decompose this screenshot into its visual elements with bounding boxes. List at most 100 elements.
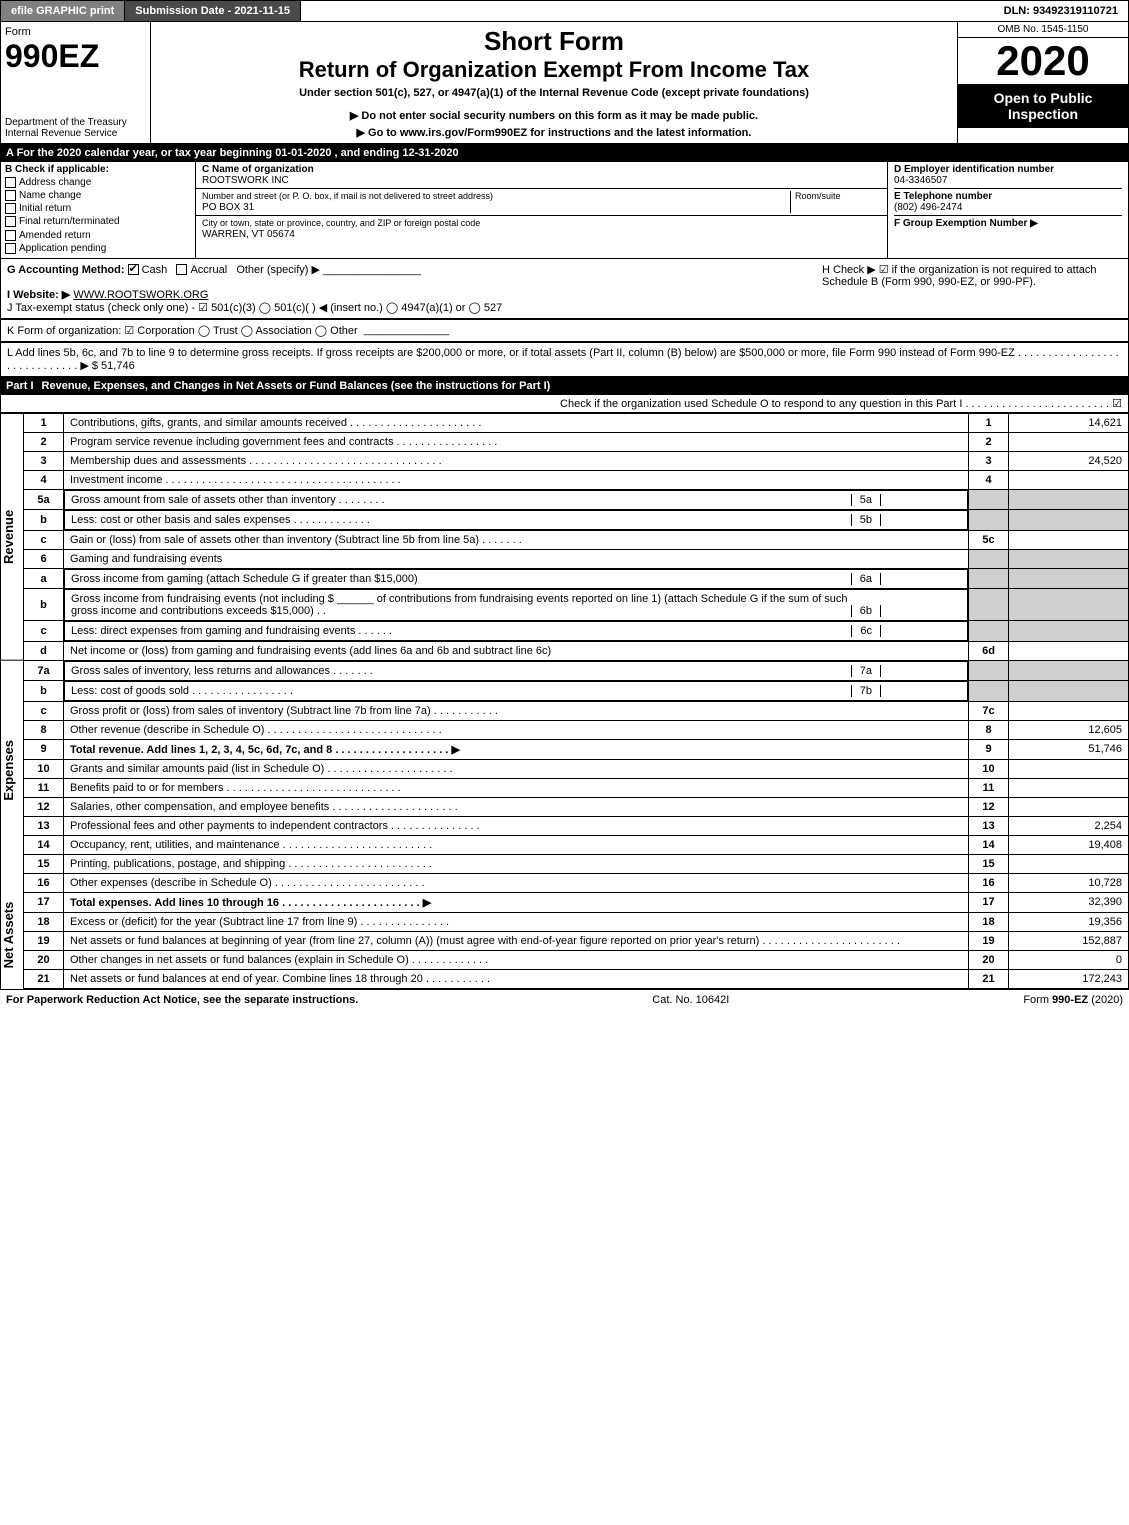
part1-label: Part I: [6, 380, 42, 392]
section-l: L Add lines 5b, 6c, and 7b to line 9 to …: [0, 342, 1129, 377]
line-9: 9Total revenue. Add lines 1, 2, 3, 4, 5c…: [24, 739, 1129, 759]
line-16: 16Other expenses (describe in Schedule O…: [24, 873, 1129, 892]
chk-accrual[interactable]: [176, 264, 187, 275]
part1-body: Revenue Expenses Net Assets 1Contributio…: [0, 413, 1129, 989]
line-12: 12Salaries, other compensation, and empl…: [24, 797, 1129, 816]
line-7b: bLess: cost of goods sold . . . . . . . …: [24, 681, 1129, 702]
city: WARREN, VT 05674: [202, 229, 295, 240]
chk-application-pending[interactable]: Application pending: [5, 243, 191, 254]
g-other: Other (specify) ▶: [236, 264, 320, 276]
line-3: 3Membership dues and assessments . . . .…: [24, 451, 1129, 470]
j-tax-exempt: J Tax-exempt status (check only one) - ☑…: [7, 302, 502, 314]
website-label: I Website: ▶: [7, 289, 70, 301]
street-label: Number and street (or P. O. box, if mail…: [202, 191, 493, 201]
form-label: Form: [5, 26, 146, 38]
g-accounting: G Accounting Method: Cash Accrual Other …: [7, 263, 822, 314]
header-right: OMB No. 1545-1150 2020 Open to Public In…: [958, 22, 1128, 143]
line-2: 2Program service revenue including gover…: [24, 432, 1129, 451]
h-check: H Check ▶ ☑ if the organization is not r…: [822, 263, 1122, 314]
c-name-label: C Name of organization: [202, 164, 314, 175]
tel-value: (802) 496-2474: [894, 202, 962, 213]
side-expenses: Expenses: [1, 660, 23, 880]
line-4: 4Investment income . . . . . . . . . . .…: [24, 470, 1129, 489]
org-name-row: C Name of organization ROOTSWORK INC: [196, 162, 887, 189]
section-bcdef: B Check if applicable: Address change Na…: [0, 162, 1129, 259]
section-gh: G Accounting Method: Cash Accrual Other …: [0, 259, 1129, 319]
org-name: ROOTSWORK INC: [202, 175, 289, 186]
part1-check: Check if the organization used Schedule …: [0, 395, 1129, 413]
line-15: 15Printing, publications, postage, and s…: [24, 854, 1129, 873]
line-11: 11Benefits paid to or for members . . . …: [24, 778, 1129, 797]
ssn-note: ▶ Do not enter social security numbers o…: [155, 109, 953, 122]
tax-year: 2020: [958, 38, 1128, 84]
chk-amended-return[interactable]: Amended return: [5, 230, 191, 241]
line-6a: aGross income from gaming (attach Schedu…: [24, 568, 1129, 589]
line-13: 13Professional fees and other payments t…: [24, 816, 1129, 835]
line-8: 8Other revenue (describe in Schedule O) …: [24, 720, 1129, 739]
omb-number: OMB No. 1545-1150: [958, 22, 1128, 38]
section-a-tax-year: A For the 2020 calendar year, or tax yea…: [0, 144, 1129, 162]
line-6c: cLess: direct expenses from gaming and f…: [24, 621, 1129, 642]
open-to-public: Open to Public Inspection: [958, 84, 1128, 128]
section-b: B Check if applicable: Address change Na…: [1, 162, 196, 258]
form-title: Return of Organization Exempt From Incom…: [155, 57, 953, 83]
chk-name-change[interactable]: Name change: [5, 190, 191, 201]
ein-label: D Employer identification number: [894, 164, 1122, 175]
city-label: City or town, state or province, country…: [202, 218, 480, 228]
chk-final-return[interactable]: Final return/terminated: [5, 216, 191, 227]
l-gross-receipts: L Add lines 5b, 6c, and 7b to line 9 to …: [7, 347, 1122, 372]
line-18: 18Excess or (deficit) for the year (Subt…: [24, 912, 1129, 931]
form-subtitle: Under section 501(c), 527, or 4947(a)(1)…: [155, 87, 953, 99]
line-6b: bGross income from fundraising events (n…: [24, 589, 1129, 621]
street-row: Number and street (or P. O. box, if mail…: [196, 189, 887, 216]
lines-table: 1Contributions, gifts, grants, and simil…: [23, 413, 1129, 989]
form-number: 990EZ: [5, 38, 146, 75]
side-labels: Revenue Expenses Net Assets: [0, 413, 23, 989]
short-form-title: Short Form: [155, 26, 953, 57]
line-7a: 7aGross sales of inventory, less returns…: [24, 660, 1129, 681]
side-net-assets: Net Assets: [1, 880, 23, 989]
part1-header: Part I Revenue, Expenses, and Changes in…: [0, 377, 1129, 395]
chk-initial-return[interactable]: Initial return: [5, 203, 191, 214]
website-value[interactable]: WWW.ROOTSWORK.ORG: [73, 289, 208, 301]
part1-title: Revenue, Expenses, and Changes in Net As…: [42, 380, 551, 392]
efile-print-button[interactable]: efile GRAPHIC print: [1, 1, 125, 21]
line-19: 19Net assets or fund balances at beginni…: [24, 931, 1129, 950]
instructions-link[interactable]: ▶ Go to www.irs.gov/Form990EZ for instru…: [155, 126, 953, 139]
line-5c: cGain or (loss) from sale of assets othe…: [24, 530, 1129, 549]
chk-cash[interactable]: [128, 264, 139, 275]
dln-label: DLN: 93492319110721: [994, 1, 1128, 21]
k-form-of-org: K Form of organization: ☑ Corporation ◯ …: [7, 324, 358, 337]
page-footer: For Paperwork Reduction Act Notice, see …: [0, 989, 1129, 1010]
line-10: 10Grants and similar amounts paid (list …: [24, 759, 1129, 778]
room-label: Room/suite: [795, 191, 841, 201]
department: Department of the Treasury Internal Reve…: [5, 117, 146, 139]
line-20: 20Other changes in net assets or fund ba…: [24, 950, 1129, 969]
line-6d: dNet income or (loss) from gaming and fu…: [24, 641, 1129, 660]
submission-date-button[interactable]: Submission Date - 2021-11-15: [125, 1, 301, 21]
line-1: 1Contributions, gifts, grants, and simil…: [24, 413, 1129, 432]
footer-mid: Cat. No. 10642I: [652, 994, 729, 1006]
ein-value: 04-3346507: [894, 175, 1122, 186]
group-exemption-label: F Group Exemption Number ▶: [894, 218, 1038, 229]
header-center: Short Form Return of Organization Exempt…: [151, 22, 958, 143]
line-21: 21Net assets or fund balances at end of …: [24, 969, 1129, 988]
section-def: D Employer identification number 04-3346…: [888, 162, 1128, 258]
b-label: B Check if applicable:: [5, 164, 109, 175]
section-k: K Form of organization: ☑ Corporation ◯ …: [0, 319, 1129, 342]
header-left: Form 990EZ Department of the Treasury In…: [1, 22, 151, 143]
tel-label: E Telephone number: [894, 191, 992, 202]
topbar: efile GRAPHIC print Submission Date - 20…: [0, 0, 1129, 22]
line-6: 6Gaming and fundraising events: [24, 549, 1129, 568]
line-5b: bLess: cost or other basis and sales exp…: [24, 510, 1129, 531]
city-row: City or town, state or province, country…: [196, 216, 887, 242]
line-17: 17Total expenses. Add lines 10 through 1…: [24, 892, 1129, 912]
dept-treasury: Department of the Treasury: [5, 117, 146, 128]
footer-right: Form 990-EZ (2020): [1023, 994, 1123, 1006]
footer-left: For Paperwork Reduction Act Notice, see …: [6, 994, 358, 1006]
g-label: G Accounting Method:: [7, 264, 125, 276]
street: PO BOX 31: [202, 202, 254, 213]
line-7c: cGross profit or (loss) from sales of in…: [24, 701, 1129, 720]
chk-address-change[interactable]: Address change: [5, 177, 191, 188]
line-14: 14Occupancy, rent, utilities, and mainte…: [24, 835, 1129, 854]
